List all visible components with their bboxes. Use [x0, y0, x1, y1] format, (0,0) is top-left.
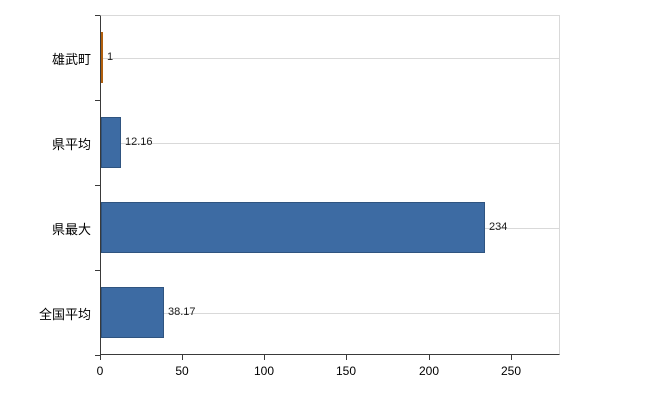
y-axis-tick — [95, 355, 100, 356]
gridline — [101, 58, 559, 59]
x-tick-label: 150 — [335, 364, 357, 378]
y-axis-tick — [95, 270, 100, 271]
x-axis-tick — [182, 355, 183, 360]
bar-value-label: 1 — [107, 51, 114, 63]
gridline — [101, 143, 559, 144]
y-axis-tick — [95, 15, 100, 16]
x-tick-label: 200 — [418, 364, 440, 378]
x-tick-label: 0 — [96, 364, 104, 378]
x-axis-tick — [511, 355, 512, 360]
x-axis-tick — [346, 355, 347, 360]
bar — [101, 117, 121, 168]
x-tick-label: 50 — [175, 364, 189, 378]
x-axis-tick — [429, 355, 430, 360]
category-label: 全国平均 — [38, 307, 91, 322]
bar-value-label: 38.17 — [168, 306, 196, 318]
bar — [101, 202, 485, 253]
x-tick-label: 100 — [253, 364, 275, 378]
x-tick-label: 250 — [500, 364, 522, 378]
category-label: 県平均 — [51, 137, 91, 152]
bar — [101, 287, 164, 338]
x-axis-tick — [264, 355, 265, 360]
category-label: 県最大 — [51, 222, 91, 237]
bar-value-label: 234 — [489, 221, 508, 233]
plot-area — [100, 15, 560, 355]
y-axis-tick — [95, 100, 100, 101]
y-axis-tick — [95, 185, 100, 186]
category-label: 雄武町 — [51, 52, 91, 67]
bar — [101, 32, 103, 83]
bar-value-label: 12.16 — [125, 136, 153, 148]
x-axis-tick — [100, 355, 101, 360]
gridline — [101, 313, 559, 314]
